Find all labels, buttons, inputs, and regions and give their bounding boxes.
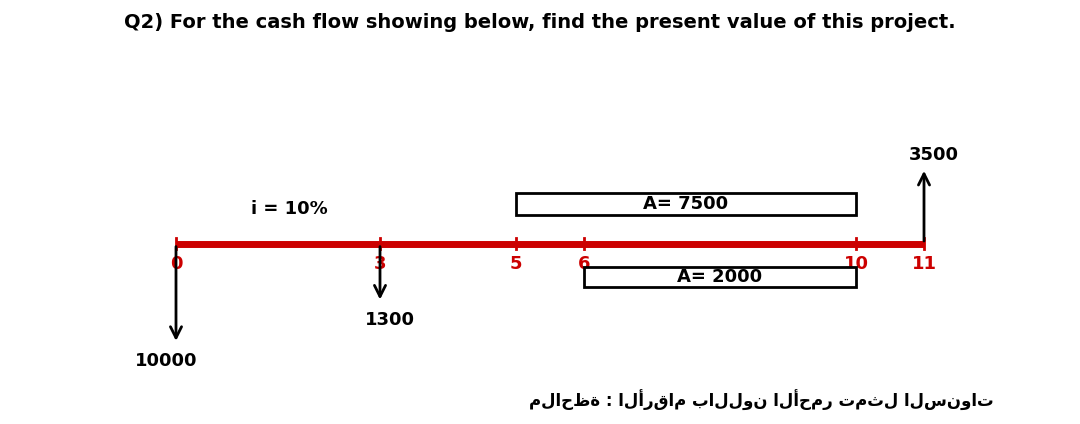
Bar — [516, 193, 856, 215]
Text: 5: 5 — [510, 255, 523, 273]
Text: A= 2000: A= 2000 — [677, 268, 762, 286]
Text: Q2) For the cash flow showing below, find the present value of this project.: Q2) For the cash flow showing below, fin… — [124, 13, 956, 32]
Text: 11: 11 — [912, 255, 936, 273]
Text: 1300: 1300 — [365, 311, 415, 329]
Text: 0: 0 — [170, 255, 183, 273]
Text: 6: 6 — [578, 255, 591, 273]
Text: 10: 10 — [843, 255, 868, 273]
Text: i = 10%: i = 10% — [251, 201, 327, 218]
Text: 3500: 3500 — [909, 146, 959, 164]
Text: 10000: 10000 — [135, 352, 197, 370]
Bar — [584, 267, 856, 287]
Text: 3: 3 — [374, 255, 387, 273]
Text: A= 7500: A= 7500 — [644, 195, 729, 213]
Text: ملاحظة : الأرقام باللون الأحمر تمثل السنوات: ملاحظة : الأرقام باللون الأحمر تمثل السن… — [529, 390, 994, 411]
